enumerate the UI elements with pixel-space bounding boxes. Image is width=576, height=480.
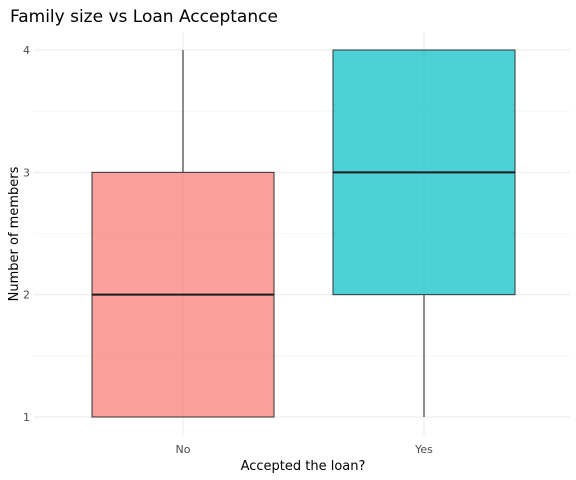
x-axis-title: Accepted the loan? bbox=[241, 459, 366, 474]
y-axis-title: Number of members bbox=[7, 166, 22, 301]
y-axis-ticks: 1 2 3 4 bbox=[23, 44, 30, 424]
y-tick-label: 3 bbox=[23, 166, 30, 179]
boxes bbox=[91, 49, 516, 418]
y-tick-label: 4 bbox=[23, 44, 30, 57]
x-tick-label: No bbox=[176, 443, 191, 456]
box-group-no bbox=[91, 50, 275, 418]
y-tick-label: 1 bbox=[23, 411, 30, 424]
x-tick-label: Yes bbox=[414, 443, 433, 456]
box-group-yes bbox=[332, 49, 516, 417]
x-axis-ticks: No Yes bbox=[176, 443, 434, 456]
chart-title: Family size vs Loan Acceptance bbox=[10, 7, 278, 27]
y-tick-label: 2 bbox=[23, 289, 30, 302]
